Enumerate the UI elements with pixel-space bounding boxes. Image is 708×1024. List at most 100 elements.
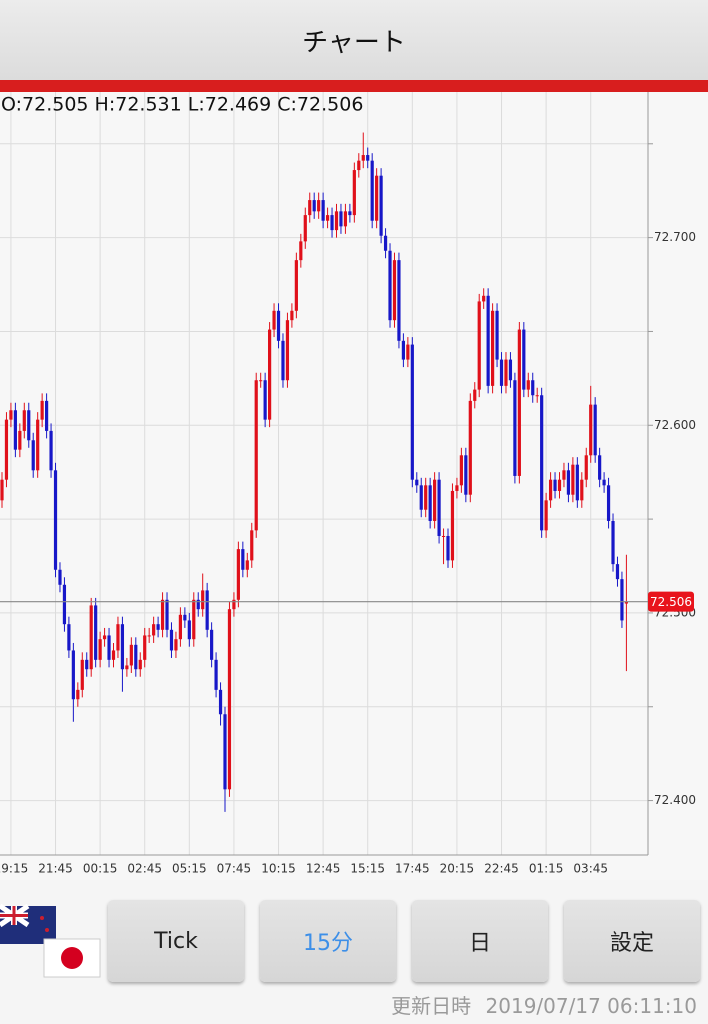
candle-body — [31, 440, 35, 471]
candle-body — [76, 689, 80, 700]
candle-body — [317, 200, 321, 212]
candle-body — [544, 500, 548, 531]
candle-body — [450, 490, 455, 561]
candle-body — [602, 479, 606, 486]
control-button[interactable]: 日 — [412, 900, 548, 982]
candle-body — [535, 395, 539, 397]
candle-body — [482, 295, 486, 302]
candle-body — [201, 590, 205, 610]
candle-body — [370, 160, 374, 221]
candle-body — [259, 380, 263, 382]
candle-body — [433, 479, 437, 521]
candle-body — [468, 400, 472, 495]
candle-body — [571, 464, 575, 495]
x-tick-label: 21:45 — [38, 862, 73, 876]
candle-body — [89, 605, 93, 670]
candle-body — [348, 211, 352, 216]
candle-body — [169, 629, 174, 651]
candle-body — [428, 485, 432, 521]
candle-body — [401, 340, 405, 360]
candle-body — [223, 714, 227, 790]
control-button[interactable]: 設定 — [564, 900, 700, 982]
candle-body — [116, 624, 120, 651]
candle-body — [18, 430, 22, 450]
candle-body — [174, 639, 178, 651]
candle-body — [419, 485, 423, 510]
footer-label: 更新日時 — [391, 994, 472, 1018]
candle-body — [352, 170, 356, 216]
footer-timestamp: 2019/07/17 06:11:10 — [485, 994, 697, 1018]
candle-body — [152, 624, 156, 636]
candle-body — [620, 579, 624, 621]
candle-body — [491, 310, 495, 386]
x-tick-label: 05:15 — [172, 862, 207, 876]
candle-body — [397, 260, 401, 341]
candle-body — [22, 410, 26, 431]
candle-body — [98, 639, 102, 660]
candle-body — [268, 329, 272, 420]
candle-body — [294, 260, 298, 311]
chart-background — [0, 92, 708, 880]
candle-body — [138, 659, 142, 670]
nz-star — [40, 916, 44, 920]
candle-body — [531, 380, 535, 396]
y-tick-label: 72.700 — [654, 230, 696, 244]
candle-body — [455, 485, 459, 491]
candle-body — [388, 250, 392, 321]
candle-body — [330, 215, 334, 231]
price-tag — [648, 591, 694, 612]
candle-body — [71, 650, 75, 700]
candle-body — [339, 211, 343, 227]
y-tick-label: 72.400 — [654, 793, 696, 807]
candle-body — [218, 689, 223, 715]
candle-body — [134, 644, 138, 670]
candle-body — [361, 155, 365, 161]
x-tick-label: 20:15 — [440, 862, 475, 876]
x-tick-label: 07:45 — [217, 862, 252, 876]
x-tick-label: 19:15 — [0, 862, 28, 876]
candle-body — [379, 175, 383, 236]
candle-body — [254, 380, 258, 531]
candle-body — [183, 614, 187, 621]
candle-body — [522, 329, 526, 390]
candle-body — [566, 470, 571, 495]
candle-body — [513, 380, 517, 476]
control-button[interactable]: Tick — [108, 900, 244, 982]
jp-sun — [61, 947, 83, 969]
candle-body — [272, 310, 276, 330]
candle-body — [477, 301, 481, 390]
footer: 更新日時 2019/07/17 06:11:10 — [391, 990, 697, 1019]
candle-body — [53, 470, 58, 570]
candle-body — [67, 624, 71, 651]
x-tick-label: 01:15 — [529, 862, 564, 876]
candle-body — [129, 644, 133, 666]
x-tick-label: 15:15 — [350, 862, 385, 876]
candle-body — [45, 400, 49, 431]
candle-body — [107, 635, 111, 660]
candle-body — [611, 520, 615, 565]
candle-body — [410, 344, 414, 480]
candle-body — [526, 380, 530, 390]
candle-body — [27, 410, 31, 441]
nz-cross-red — [0, 906, 28, 925]
candle-body — [575, 464, 579, 501]
candle-body — [276, 310, 281, 341]
accent-bar — [0, 80, 708, 92]
candle-body — [187, 620, 191, 640]
candle-body — [459, 455, 463, 486]
candle-body — [495, 310, 499, 360]
candle-body — [464, 455, 468, 495]
candle-body — [548, 479, 553, 501]
candle-body — [58, 569, 62, 585]
candle-body — [290, 310, 294, 321]
candle-body — [562, 470, 566, 480]
candle-body — [160, 599, 165, 630]
control-button[interactable]: 15分 — [260, 900, 396, 982]
chart: 72.40072.50072.60072.70019:1521:4500:150… — [0, 92, 708, 880]
candle-body — [210, 629, 214, 660]
currency-flags[interactable] — [0, 902, 102, 982]
candle-body — [375, 175, 379, 221]
candle-body — [120, 624, 125, 670]
candle-body — [424, 485, 428, 510]
